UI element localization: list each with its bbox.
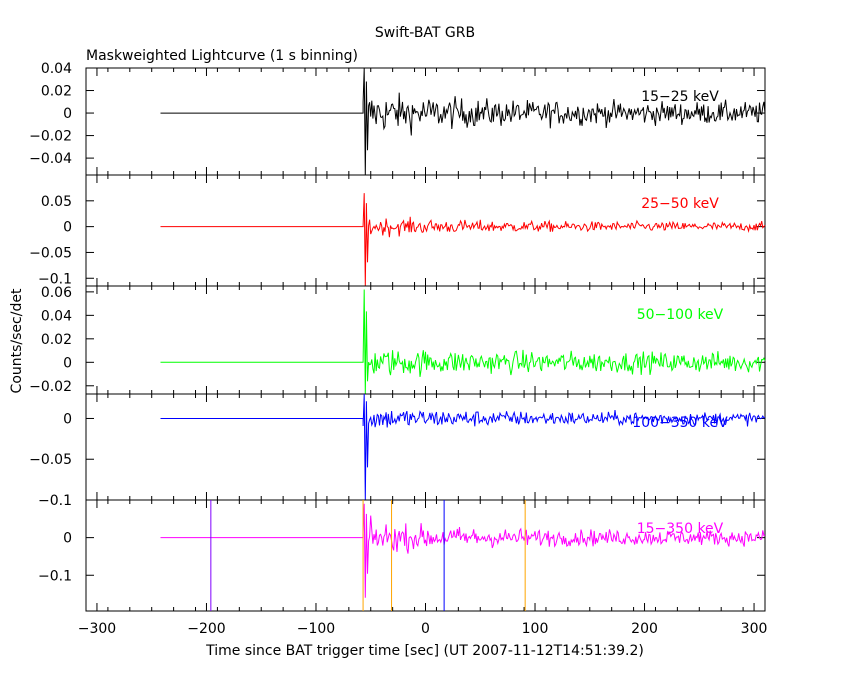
panel-frame	[85, 174, 766, 287]
x-tick-label: −100	[297, 621, 335, 637]
y-tick-label: −0.05	[29, 245, 72, 261]
lightcurve-trace	[160, 289, 766, 395]
x-tick-label: 300	[741, 621, 768, 637]
y-tick-label: 0.04	[41, 308, 72, 324]
y-tick-label: 0.06	[41, 285, 72, 301]
y-tick-label: 0	[63, 355, 72, 371]
y-tick-label: 0	[63, 220, 72, 236]
band-label: 25−50 keV	[641, 196, 719, 212]
panel-frame	[85, 499, 766, 612]
band-label: 100−350 keV	[632, 415, 728, 431]
lightcurve-trace	[160, 67, 766, 176]
panel-2: 0.05 0 −0.05 −0.1 25−50 keV	[29, 174, 766, 287]
y-axis-label: Counts/sec/det	[9, 288, 25, 393]
y-tick-label: 0	[63, 411, 72, 427]
x-tick-label: 0	[421, 621, 430, 637]
chart-title: Swift-BAT GRB	[375, 25, 475, 41]
y-tick-label: −0.1	[38, 493, 72, 509]
x-tick-label: −300	[78, 621, 116, 637]
panel-4: 0 −0.05 −0.1 100−350 keV	[29, 393, 766, 509]
lightcurve-trace	[160, 503, 766, 598]
x-tick-label: 100	[522, 621, 549, 637]
y-tick-label: 0.05	[41, 194, 72, 210]
y-tick-label: −0.1	[38, 568, 72, 584]
panel-1: 0.04 0.02 0 −0.02 −0.04 15−25 keV	[29, 61, 766, 176]
x-axis-label: Time since BAT trigger time [sec] (UT 20…	[205, 643, 644, 659]
y-tick-label: −0.02	[29, 129, 72, 145]
y-tick-label: −0.05	[29, 452, 72, 468]
y-tick-label: −0.02	[29, 379, 72, 395]
panel-frame	[85, 393, 766, 501]
lightcurve-trace	[160, 193, 766, 287]
y-tick-label: 0	[63, 106, 72, 122]
lightcurve-trace	[160, 393, 766, 501]
x-tick-label: 200	[631, 621, 658, 637]
y-tick-label: −0.04	[29, 151, 72, 167]
panel-5: 0 −0.1 15−350 keV	[38, 499, 766, 612]
panel-3: 0.06 0.04 0.02 0 −0.02 50−100 keV	[29, 285, 766, 395]
y-tick-label: 0.02	[41, 84, 72, 100]
y-tick-label: −0.1	[38, 271, 72, 287]
y-tick-label: 0.04	[41, 61, 72, 77]
chart-subtitle: Maskweighted Lightcurve (1 s binning)	[86, 48, 358, 64]
panel-frame	[85, 285, 766, 395]
x-tick-label: −200	[187, 621, 225, 637]
band-label: 50−100 keV	[637, 307, 724, 323]
y-tick-label: 0.02	[41, 332, 72, 348]
band-label: 15−25 keV	[641, 89, 719, 105]
panel-frame	[85, 67, 766, 176]
panels-group: 0.04 0.02 0 −0.02 −0.04 15−25 keV 0.05 0 −0.05 −0…	[29, 61, 767, 637]
band-label: 15−350 keV	[637, 521, 724, 537]
y-tick-label: 0	[63, 531, 72, 547]
